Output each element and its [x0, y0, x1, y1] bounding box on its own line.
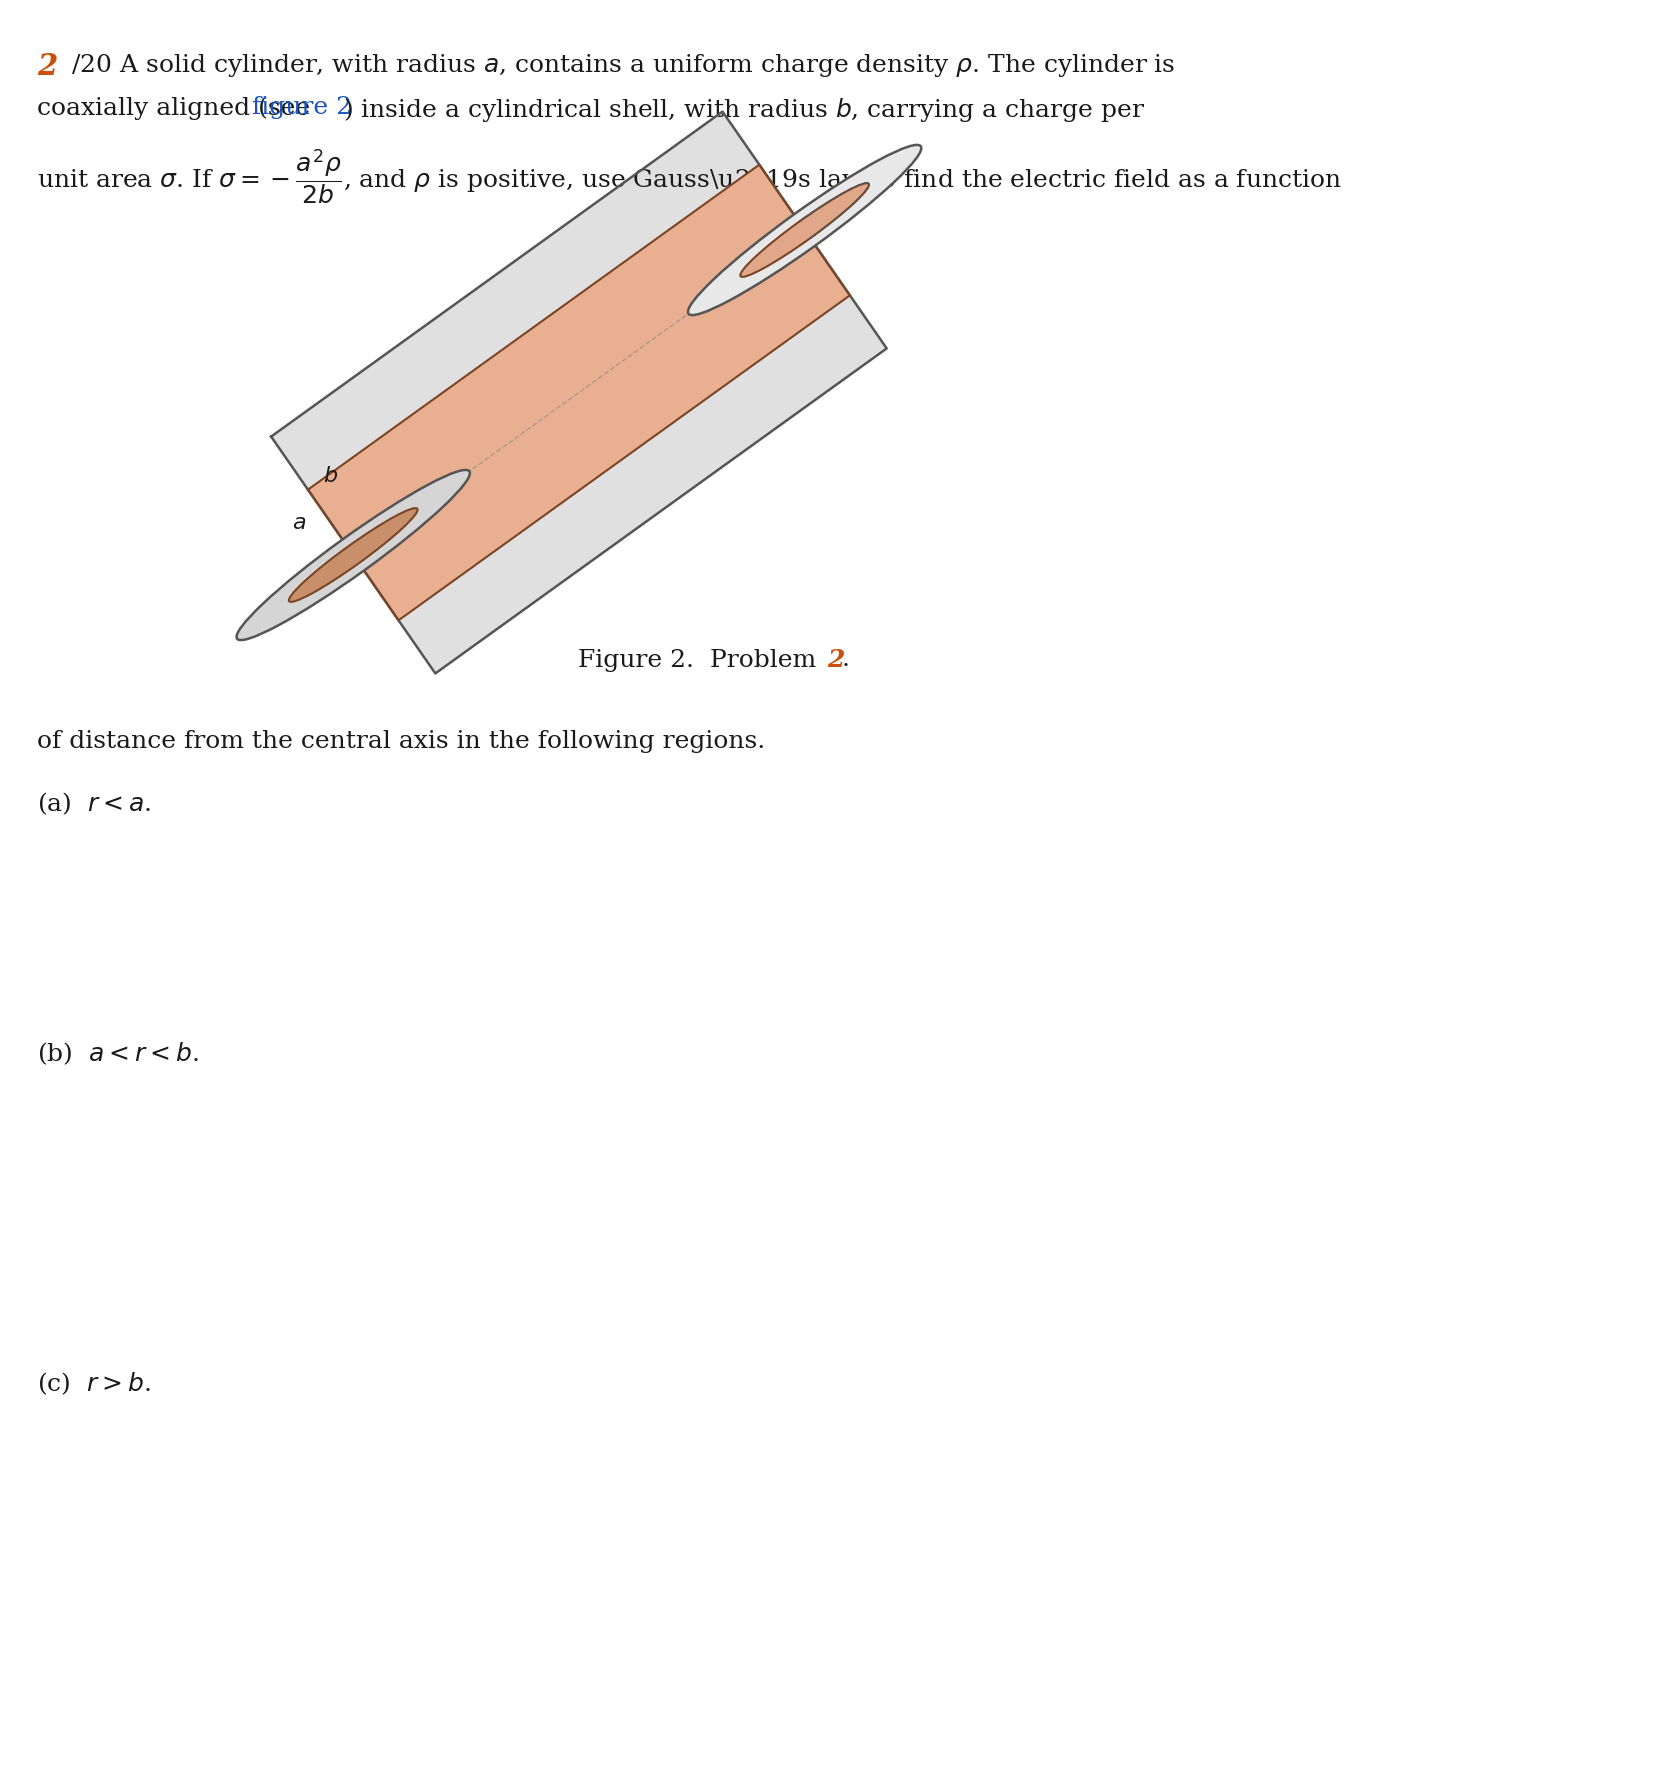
Text: (c)  $r > b$.: (c) $r > b$.: [37, 1370, 151, 1397]
Text: figure 2: figure 2: [252, 96, 353, 119]
Ellipse shape: [687, 146, 921, 316]
Text: 2: 2: [37, 51, 57, 82]
Text: (b)  $a < r < b$.: (b) $a < r < b$.: [37, 1040, 198, 1067]
Text: ) inside a cylindrical shell, with radius $b$, carrying a charge per: ) inside a cylindrical shell, with radiu…: [343, 96, 1144, 124]
Text: of distance from the central axis in the following regions.: of distance from the central axis in the…: [37, 730, 764, 753]
Ellipse shape: [289, 508, 417, 602]
Ellipse shape: [739, 183, 869, 277]
Text: 2: 2: [827, 648, 843, 673]
Polygon shape: [270, 112, 885, 673]
Text: unit area $\sigma$. If $\sigma = -\dfrac{a^2\rho}{2b}$, and $\rho$ is positive, : unit area $\sigma$. If $\sigma = -\dfrac…: [37, 147, 1341, 208]
Text: $a$: $a$: [291, 511, 306, 534]
Text: /20 A solid cylinder, with radius $a$, contains a uniform charge density $\rho$.: /20 A solid cylinder, with radius $a$, c…: [71, 51, 1174, 80]
Text: $b$: $b$: [323, 465, 338, 486]
Text: coaxially aligned (see: coaxially aligned (see: [37, 96, 318, 119]
Ellipse shape: [237, 470, 470, 641]
Text: Figure 2.  Problem: Figure 2. Problem: [578, 648, 823, 671]
Text: (a)  $r < a$.: (a) $r < a$.: [37, 790, 151, 816]
Text: .: .: [842, 648, 850, 671]
Polygon shape: [307, 165, 850, 619]
